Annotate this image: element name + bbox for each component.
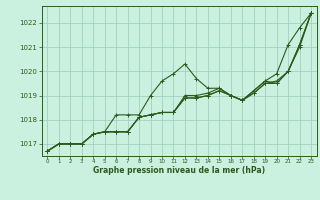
- X-axis label: Graphe pression niveau de la mer (hPa): Graphe pression niveau de la mer (hPa): [93, 166, 265, 175]
